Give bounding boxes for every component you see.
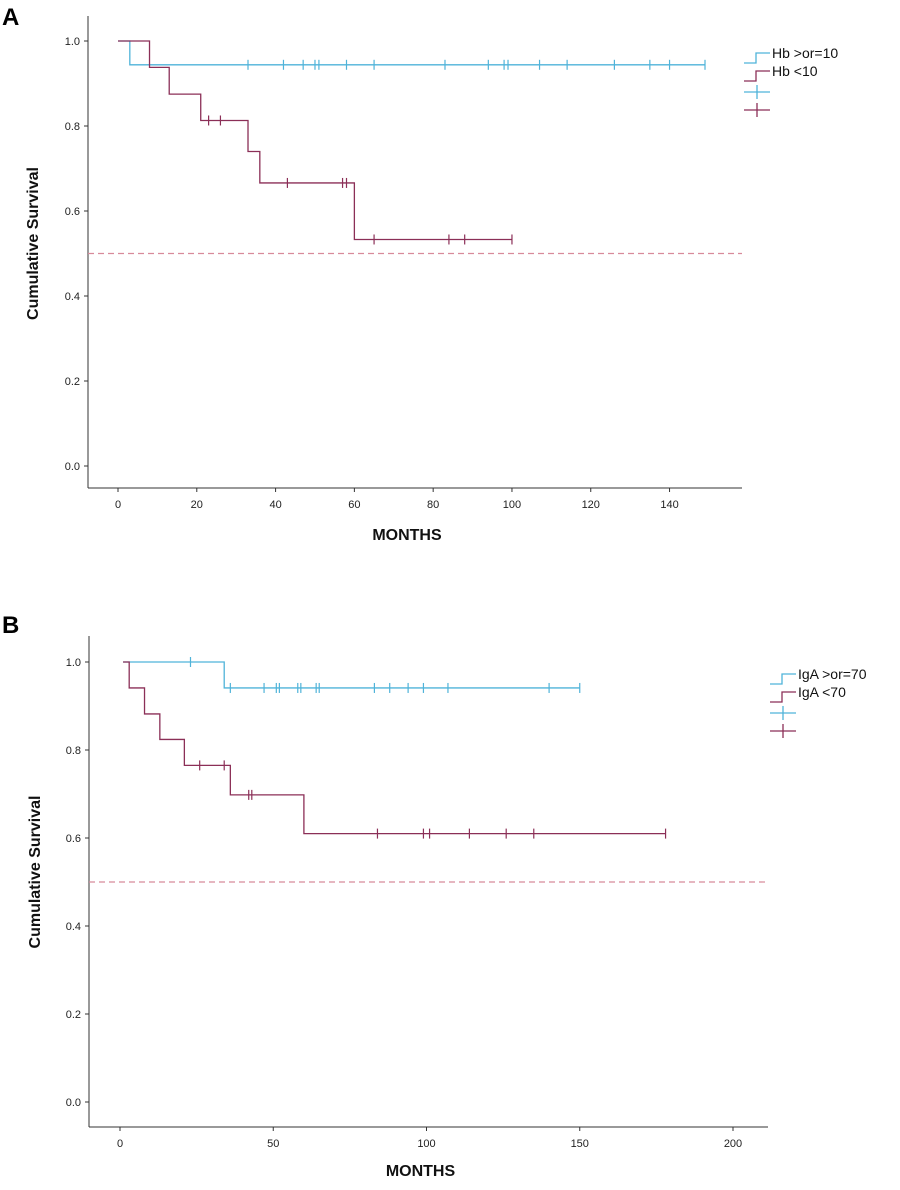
chart-b-y-tick-label: 0.0 xyxy=(66,1097,81,1109)
chart-b-x-axis-title: MONTHS xyxy=(386,1163,456,1180)
chart-a-y-tick-label: 0.4 xyxy=(65,291,80,303)
chart-b-series-0-curve xyxy=(123,661,580,689)
chart-a-x-tick-label: 40 xyxy=(269,499,281,511)
chart-a-y-tick-label: 0.2 xyxy=(65,376,80,388)
chart-a-series-1-curve xyxy=(118,40,512,241)
chart-a-legend-label: Hb >or=10 xyxy=(772,45,838,61)
chart-b-y-tick-label: 0.2 xyxy=(66,1009,81,1021)
chart-a-y-tick-label: 1.0 xyxy=(65,36,80,48)
chart-a-x-tick-label: 120 xyxy=(582,499,600,511)
chart-b-x-tick-label: 200 xyxy=(724,1138,742,1150)
panel-label-a: A xyxy=(2,4,20,31)
chart-a-legend-line-icon xyxy=(744,70,770,82)
chart-b-y-tick-label: 1.0 xyxy=(66,657,81,669)
chart-b-y-tick-label: 0.6 xyxy=(66,833,81,845)
chart-a-y-axis-title: Cumulative Survival xyxy=(25,167,42,320)
chart-b-x-tick-label: 150 xyxy=(571,1138,589,1150)
chart-b-x-tick-label: 100 xyxy=(417,1138,435,1150)
chart-b-legend-line-icon xyxy=(770,691,796,703)
chart-a-legend-label: Hb <10 xyxy=(772,63,818,79)
chart-a-x-tick-label: 140 xyxy=(660,499,678,511)
chart-b-x-tick-label: 50 xyxy=(267,1138,279,1150)
chart-b-legend-line-icon xyxy=(770,673,796,685)
chart-b-y-axis-title: Cumulative Survival xyxy=(27,796,44,949)
chart-a-x-tick-label: 100 xyxy=(503,499,521,511)
chart-a-x-axis-title: MONTHS xyxy=(372,527,442,544)
chart-a-x-tick-label: 60 xyxy=(348,499,360,511)
chart-a-y-tick-label: 0.8 xyxy=(65,121,80,133)
chart-a: 0.0 0.2 0.4 0.6 0.8 1.0 0 20 40 60 80 100 120 140 MONT… xyxy=(25,16,838,544)
chart-a-x-tick-label: 80 xyxy=(427,499,439,511)
chart-a-x-tick-label: 0 xyxy=(115,499,121,511)
chart-b-legend-label: IgA <70 xyxy=(798,684,846,700)
panel-label-b: B xyxy=(2,612,20,639)
chart-b-y-tick-label: 0.4 xyxy=(66,921,81,933)
chart-b-x-tick-label: 0 xyxy=(117,1138,123,1150)
chart-a-y-tick-label: 0.6 xyxy=(65,206,80,218)
chart-b-series-1-curve xyxy=(123,661,666,835)
chart-a-y-tick-label: 0.0 xyxy=(65,461,80,473)
chart-a-x-tick-label: 20 xyxy=(191,499,203,511)
chart-b-y-tick-label: 0.8 xyxy=(66,745,81,757)
chart-b-legend-label: IgA >or=70 xyxy=(798,666,867,682)
chart-a-legend-line-icon xyxy=(744,52,770,64)
